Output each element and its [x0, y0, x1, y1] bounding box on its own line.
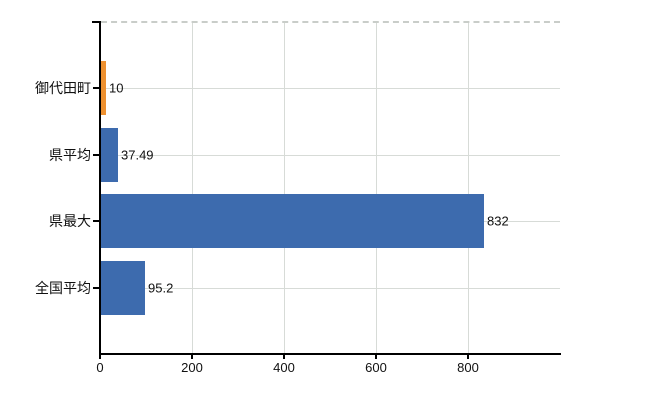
gridline-vertical — [192, 23, 193, 353]
bar-value-label: 95.2 — [148, 280, 174, 296]
x-tick-label: 200 — [181, 360, 203, 375]
gridline-horizontal — [101, 288, 560, 289]
x-tick-label: 400 — [273, 360, 295, 375]
x-axis-tick — [467, 355, 469, 359]
y-axis-tick — [93, 287, 99, 289]
y-axis-top-tick — [92, 21, 100, 23]
bar — [101, 61, 106, 115]
x-tick-label: 600 — [365, 360, 387, 375]
bar — [101, 128, 118, 182]
bar-value-label: 10 — [109, 80, 124, 96]
gridline-vertical — [468, 23, 469, 353]
y-axis-tick — [93, 154, 99, 156]
category-label: 県最大 — [49, 213, 91, 229]
category-label: 県平均 — [49, 147, 91, 163]
x-tick-label: 800 — [457, 360, 479, 375]
x-axis-tick — [191, 355, 193, 359]
category-label: 御代田町 — [35, 80, 91, 96]
plot-top-border — [101, 21, 560, 23]
y-axis-tick — [93, 220, 99, 222]
x-axis-tick — [375, 355, 377, 359]
bar — [101, 194, 484, 248]
gridline-vertical — [376, 23, 377, 353]
x-axis-tick — [283, 355, 285, 359]
x-axis — [99, 353, 561, 355]
bar-value-label: 832 — [487, 213, 509, 229]
bar — [101, 261, 145, 315]
category-label: 全国平均 — [35, 280, 91, 296]
gridline-horizontal — [101, 155, 560, 156]
y-axis — [99, 21, 101, 354]
gridline-vertical — [284, 23, 285, 353]
x-tick-label: 0 — [96, 360, 104, 375]
y-axis-tick — [93, 87, 99, 89]
bar-value-label: 37.49 — [121, 147, 154, 163]
gridline-horizontal — [101, 88, 560, 89]
x-axis-tick — [99, 355, 101, 359]
